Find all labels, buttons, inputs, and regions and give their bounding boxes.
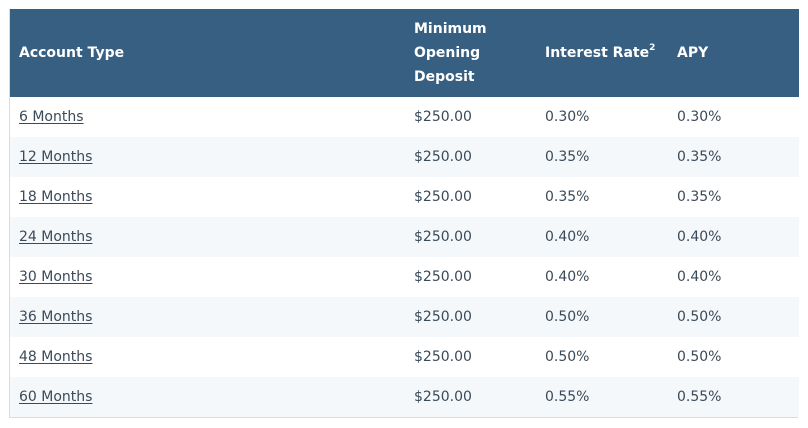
table-body: 6 Months $250.00 0.30% 0.30% 12 Months $250.0… — [10, 97, 799, 417]
table-row: 18 Months $250.00 0.35% 0.35% — [10, 177, 799, 217]
account-term-link[interactable]: 48 Months — [19, 349, 93, 365]
cell-interest-rate: 0.55% — [545, 389, 590, 405]
table-row: 6 Months $250.00 0.30% 0.30% — [10, 97, 799, 137]
cell-minimum-deposit: $250.00 — [414, 229, 472, 245]
cell-account-type: 12 Months — [10, 137, 405, 177]
cell-minimum-deposit: $250.00 — [414, 389, 472, 405]
cell-apy: 0.50% — [677, 349, 722, 365]
cell-account-type: 48 Months — [10, 337, 405, 377]
table-row: 60 Months $250.00 0.55% 0.55% — [10, 377, 799, 417]
cell-apy: 0.50% — [677, 309, 722, 325]
cell-account-type: 6 Months — [10, 97, 405, 137]
account-term-link[interactable]: 6 Months — [19, 109, 84, 125]
cell-minimum-deposit: $250.00 — [414, 309, 472, 325]
header-interest-rate-label: Interest Rate — [545, 45, 650, 61]
cell-account-type: 60 Months — [10, 377, 405, 417]
header-row: Account Type Minimum Opening Deposit Int… — [10, 9, 799, 97]
cell-apy: 0.55% — [677, 389, 722, 405]
cell-minimum-deposit: $250.00 — [414, 149, 472, 165]
account-term-link[interactable]: 24 Months — [19, 229, 93, 245]
cell-interest-rate: 0.40% — [545, 229, 590, 245]
cell-interest-rate: 0.50% — [545, 309, 590, 325]
header-minimum-opening-deposit: Minimum Opening Deposit — [405, 9, 536, 97]
header-min-deposit-line1: Minimum — [414, 21, 487, 37]
footnote-marker: 2 — [649, 43, 656, 54]
account-term-link[interactable]: 36 Months — [19, 309, 93, 325]
cell-minimum-deposit: $250.00 — [414, 189, 472, 205]
cell-interest-rate: 0.35% — [545, 149, 590, 165]
cell-apy: 0.35% — [677, 149, 722, 165]
cell-minimum-deposit: $250.00 — [414, 269, 472, 285]
cell-apy: 0.35% — [677, 189, 722, 205]
cell-interest-rate: 0.40% — [545, 269, 590, 285]
account-term-link[interactable]: 30 Months — [19, 269, 93, 285]
cell-account-type: 30 Months — [10, 257, 405, 297]
header-interest-rate: Interest Rate2 — [536, 9, 668, 97]
header-account-type-label: Account Type — [19, 45, 125, 61]
cell-apy: 0.40% — [677, 229, 722, 245]
header-account-type: Account Type — [10, 9, 405, 97]
cell-account-type: 24 Months — [10, 217, 405, 257]
header-apy: APY — [668, 9, 799, 97]
account-term-link[interactable]: 18 Months — [19, 189, 93, 205]
header-min-deposit-line3: Deposit — [414, 69, 475, 85]
table-row: 36 Months $250.00 0.50% 0.50% — [10, 297, 799, 337]
cell-interest-rate: 0.30% — [545, 109, 590, 125]
account-term-link[interactable]: 60 Months — [19, 389, 93, 405]
table-row: 48 Months $250.00 0.50% 0.50% — [10, 337, 799, 377]
cd-rates-table: Account Type Minimum Opening Deposit Int… — [10, 9, 799, 417]
table-row: 12 Months $250.00 0.35% 0.35% — [10, 137, 799, 177]
cell-interest-rate: 0.50% — [545, 349, 590, 365]
cell-apy: 0.40% — [677, 269, 722, 285]
cd-rates-table-container: Account Type Minimum Opening Deposit Int… — [9, 9, 799, 418]
table-row: 30 Months $250.00 0.40% 0.40% — [10, 257, 799, 297]
header-min-deposit-line2: Opening — [414, 45, 481, 61]
cell-interest-rate: 0.35% — [545, 189, 590, 205]
table-header: Account Type Minimum Opening Deposit Int… — [10, 9, 799, 97]
account-term-link[interactable]: 12 Months — [19, 149, 93, 165]
cell-account-type: 36 Months — [10, 297, 405, 337]
table-row: 24 Months $250.00 0.40% 0.40% — [10, 217, 799, 257]
cell-account-type: 18 Months — [10, 177, 405, 217]
cell-minimum-deposit: $250.00 — [414, 349, 472, 365]
cell-apy: 0.30% — [677, 109, 722, 125]
header-apy-label: APY — [677, 45, 709, 61]
cell-minimum-deposit: $250.00 — [414, 109, 472, 125]
